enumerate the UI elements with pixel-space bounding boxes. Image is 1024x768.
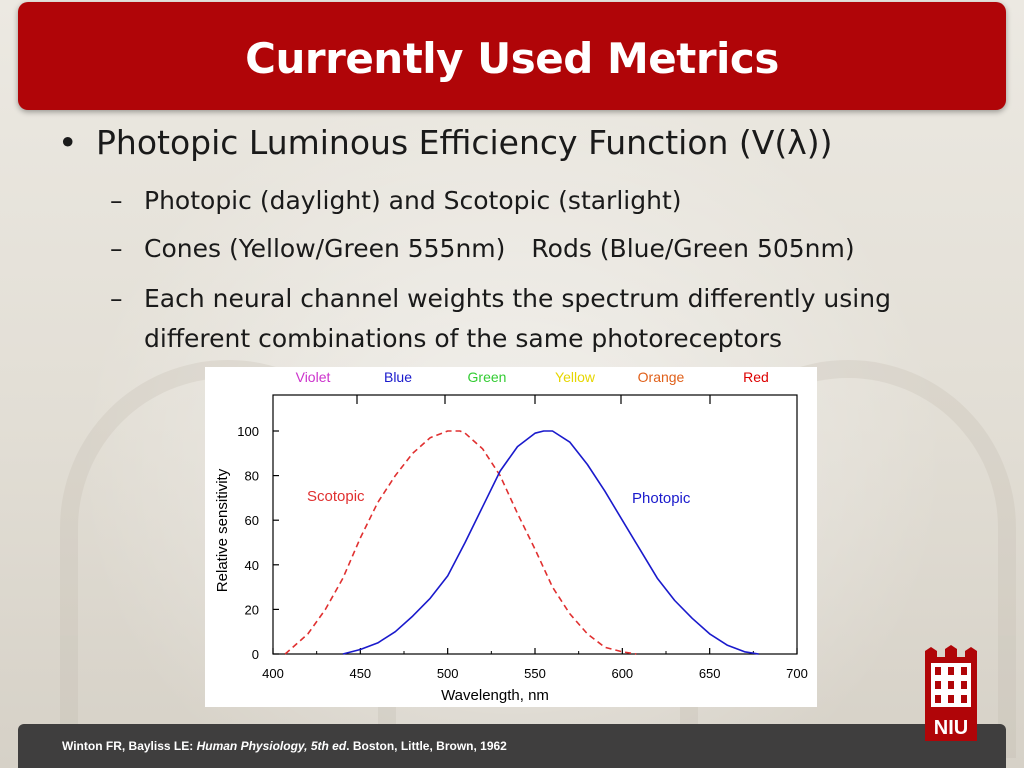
sub-marker: – <box>110 284 123 313</box>
sub-bullet-3-line2: different combinations of the same photo… <box>144 324 783 353</box>
sub-bullet-2-cones: Cones (Yellow/Green 555nm) <box>144 234 506 263</box>
citation-book: Human Physiology, 5th ed <box>196 739 347 753</box>
x-tick-label: 500 <box>437 666 459 681</box>
y-tick-label: 20 <box>245 602 259 617</box>
series-scotopic-line <box>284 430 637 655</box>
niu-logo-text: NIU <box>934 717 968 739</box>
band-label-yellow: Yellow <box>555 369 596 385</box>
y-tick-label: 80 <box>245 469 259 484</box>
x-tick-label: 400 <box>262 666 284 681</box>
chart-svg: Violet Blue Green Yellow Orange Red 0 20 40 60 80 1… <box>214 369 808 704</box>
sub-bullet-1: – Photopic (daylight) and Scotopic (starl… <box>110 181 682 221</box>
sub-bullet-3-line1: Each neural channel weights the spectrum… <box>144 284 891 313</box>
x-tick-label: 550 <box>524 666 546 681</box>
bullet-main: • Photopic Luminous Efficiency Function (… <box>58 123 833 162</box>
series-scotopic-label: Scotopic <box>307 488 365 505</box>
y-axis-label: Relative sensitivity <box>214 468 231 592</box>
sub-bullet-1-text: Photopic (daylight) and Scotopic (starli… <box>144 186 682 215</box>
y-tick-label: 100 <box>237 424 259 439</box>
footer-bar: Winton FR, Bayliss LE: Human Physiology,… <box>18 724 1006 768</box>
sub-marker: – <box>110 186 123 215</box>
sub-bullet-2-rods: Rods (Blue/Green 505nm) <box>531 234 855 263</box>
band-label-orange: Orange <box>638 369 685 385</box>
band-label-blue: Blue <box>384 369 412 385</box>
citation: Winton FR, Bayliss LE: Human Physiology,… <box>62 739 507 753</box>
band-label-violet: Violet <box>296 369 331 385</box>
sensitivity-chart: Violet Blue Green Yellow Orange Red 0 20 40 60 80 1… <box>205 367 817 707</box>
x-tick-label: 650 <box>699 666 721 681</box>
x-axis-label: Wavelength, nm <box>441 687 549 704</box>
sub-bullet-3: – Each neural channel weights the spectru… <box>110 279 891 319</box>
sub-bullet-2: – Cones (Yellow/Green 555nm) Rods (Blue/Gr… <box>110 229 855 269</box>
bullet-main-text: Photopic Luminous Efficiency Function (V… <box>96 123 833 162</box>
y-tick-label: 0 <box>252 647 259 662</box>
niu-tower-logo-icon: NIU <box>921 645 981 745</box>
x-tick-label: 700 <box>786 666 808 681</box>
sub-bullet-3-cont: different combinations of the same photo… <box>144 319 782 359</box>
y-tick-label: 60 <box>245 513 259 528</box>
band-label-red: Red <box>743 369 769 385</box>
sub-marker: – <box>110 234 123 263</box>
y-tick-label: 40 <box>245 558 259 573</box>
citation-publisher: . Boston, Little, Brown, 1962 <box>346 739 507 753</box>
citation-authors: Winton FR, Bayliss LE: <box>62 739 197 753</box>
x-tick-label: 450 <box>349 666 371 681</box>
series-photopic-label: Photopic <box>632 490 691 507</box>
series-photopic-line <box>342 430 759 655</box>
title-bar: Currently Used Metrics <box>18 2 1006 110</box>
bullet-marker: • <box>58 123 78 162</box>
band-label-green: Green <box>468 369 507 385</box>
slide-title: Currently Used Metrics <box>245 34 779 83</box>
x-tick-label: 600 <box>611 666 633 681</box>
